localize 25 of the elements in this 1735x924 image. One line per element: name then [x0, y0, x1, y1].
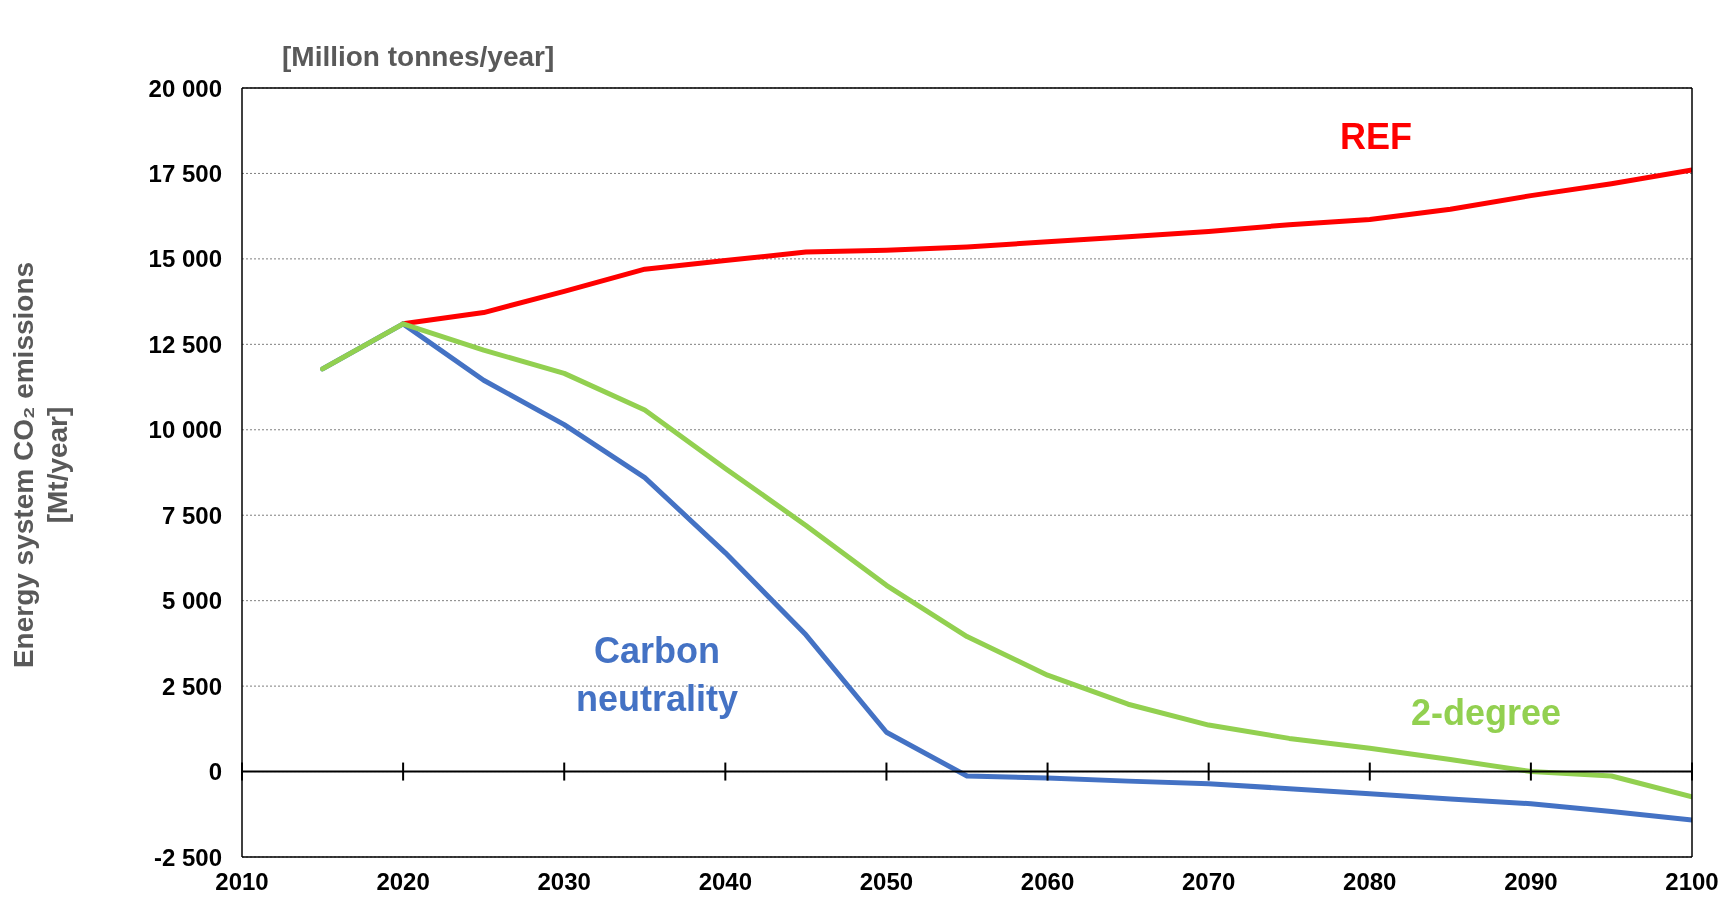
y-tick-label: 10 000 — [148, 416, 222, 444]
y-tick-label: -2 500 — [153, 843, 222, 871]
y-tick-label: 15 000 — [148, 245, 222, 273]
series-label: REF — [1340, 116, 1412, 157]
x-tick-label: 2080 — [1343, 868, 1397, 896]
y-axis-title: Energy system CO₂ emissions [Mt/year] — [8, 261, 73, 669]
x-tick-label: 2070 — [1181, 868, 1236, 896]
y-tick-label: 20 000 — [148, 74, 222, 102]
x-tick-label: 2040 — [698, 868, 753, 896]
y-tick-label: 2 500 — [161, 672, 222, 700]
y-tick-label: 7 500 — [161, 501, 222, 529]
series-label: 2-degree — [1410, 692, 1562, 733]
text: [Million tonnes/year] — [282, 41, 555, 72]
x-tick-label: 2090 — [1504, 868, 1558, 896]
y-tick-label: 12 500 — [148, 330, 222, 358]
x-tick-label: 2020 — [376, 868, 430, 896]
y-tick-label: 0 — [208, 758, 222, 786]
x-tick-label: 2100 — [1665, 868, 1719, 896]
y-tick-label: 5 000 — [161, 587, 222, 615]
series-label: Carbon neutrality — [575, 630, 739, 719]
y-tick-label: 17 500 — [148, 159, 222, 187]
x-tick-label: 2010 — [215, 868, 269, 896]
x-tick-label: 2060 — [1020, 868, 1075, 896]
x-tick-label: 2030 — [537, 868, 591, 896]
x-tick-label: 2050 — [859, 868, 914, 896]
